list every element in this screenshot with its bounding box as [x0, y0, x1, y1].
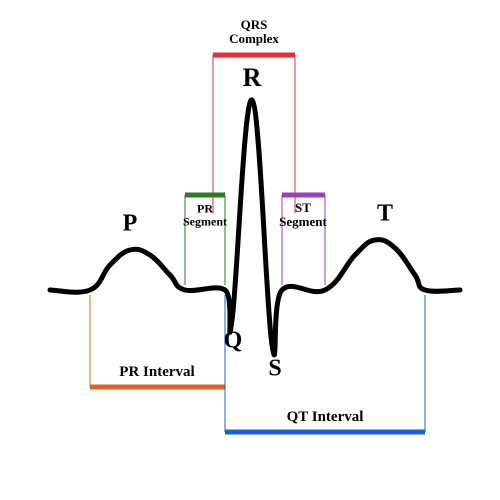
bracket-label-pr-segment: PRSegment [183, 201, 227, 228]
wave-label-p: P [123, 211, 138, 237]
wave-label-s: S [268, 356, 281, 382]
bracket-label-qt-interval: QT Interval [287, 409, 364, 425]
bracket-label-qrs-complex: QRSComplex [229, 17, 279, 46]
bracket-label-st-segment: STSegment [279, 200, 327, 229]
wave-label-r: R [243, 63, 262, 92]
wave-labels: P Q R S T [123, 63, 393, 382]
wave-label-t: T [377, 201, 393, 227]
bracket-label-pr-interval: PR Interval [119, 364, 194, 380]
ecg-diagram: P Q R S T QRSComplex PRSegment STSegment PR Int… [0, 0, 500, 500]
wave-label-q: Q [224, 328, 243, 354]
ecg-waveform [50, 100, 460, 355]
